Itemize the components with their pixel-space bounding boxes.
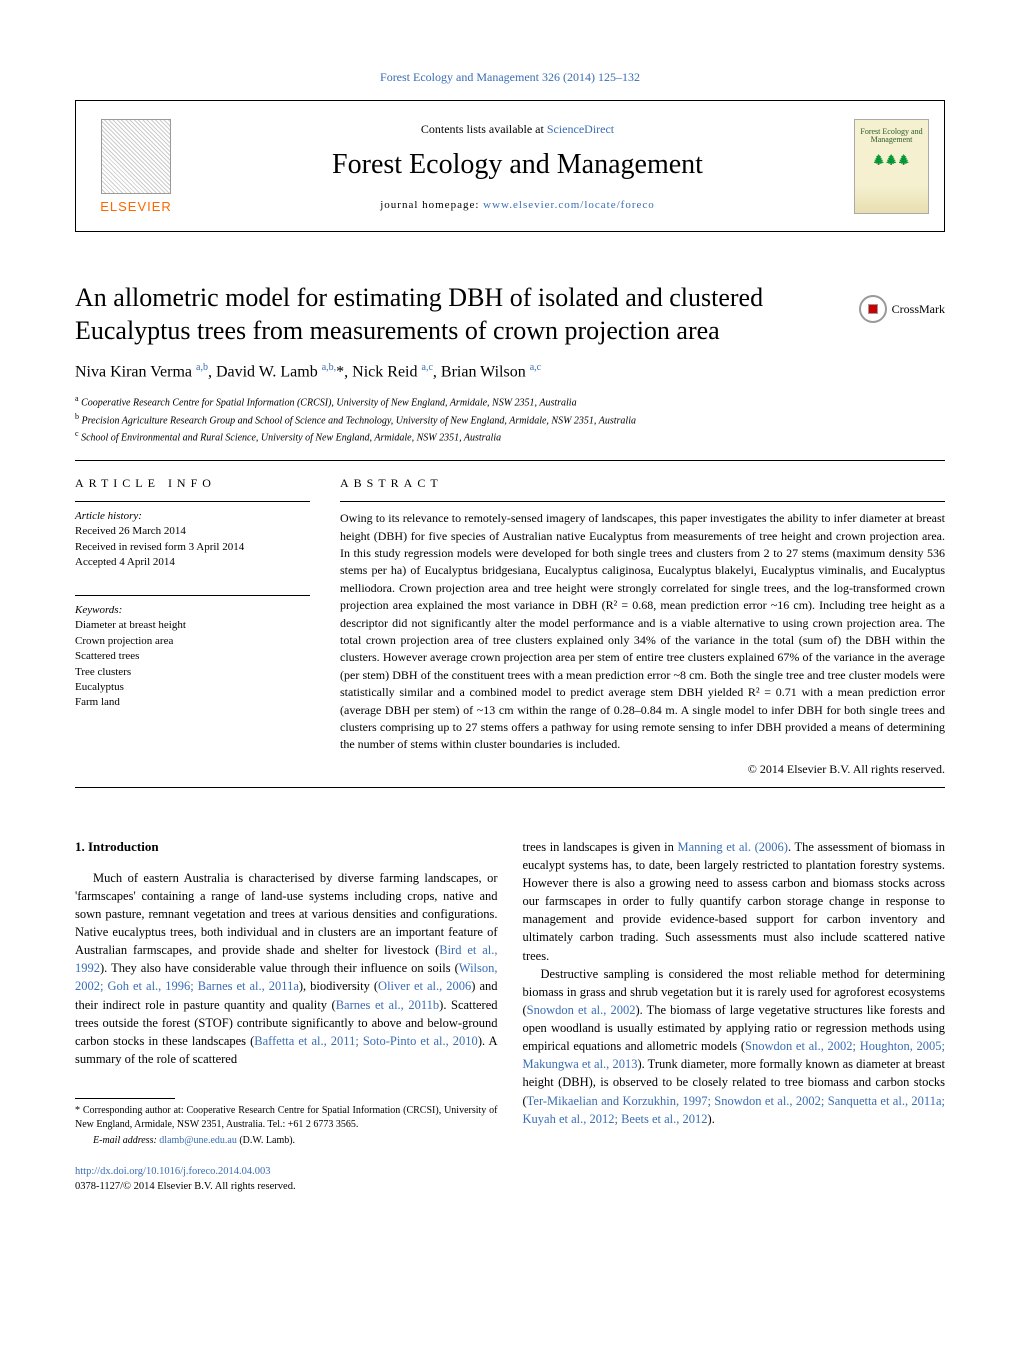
abstract-heading: abstract: [340, 476, 945, 491]
right-column: trees in landscapes is given in Manning …: [523, 838, 946, 1194]
keyword: Crown projection area: [75, 634, 310, 649]
abstract-text: Owing to its relevance to remotely-sense…: [340, 510, 945, 753]
divider: [75, 787, 945, 788]
history-line: Received in revised form 3 April 2014: [75, 540, 310, 555]
elsevier-label: ELSEVIER: [100, 199, 172, 214]
email-link[interactable]: dlamb@une.edu.au: [159, 1135, 237, 1146]
email-line: E-mail address: dlamb@une.edu.au (D.W. L…: [75, 1134, 498, 1149]
history-line: Accepted 4 April 2014: [75, 555, 310, 570]
journal-title: Forest Ecology and Management: [181, 149, 854, 181]
journal-homepage: journal homepage: www.elsevier.com/locat…: [181, 199, 854, 211]
keyword: Diameter at breast height: [75, 618, 310, 633]
intro-paragraph-1: Much of eastern Australia is characteris…: [75, 869, 498, 1068]
footer-divider: [75, 1098, 175, 1099]
intro-heading: 1. Introduction: [75, 838, 498, 857]
keyword: Scattered trees: [75, 649, 310, 664]
citation-link[interactable]: Barnes et al., 2011b: [336, 998, 439, 1012]
citation-header[interactable]: Forest Ecology and Management 326 (2014)…: [75, 70, 945, 85]
affiliations: a Cooperative Research Centre for Spatia…: [75, 393, 945, 445]
citation-link[interactable]: Oliver et al., 2006: [378, 979, 471, 993]
sciencedirect-link[interactable]: ScienceDirect: [547, 122, 614, 136]
journal-cover-icon: Forest Ecology and Management 🌲🌲🌲: [854, 119, 929, 214]
abstract-divider: [340, 501, 945, 502]
corresponding-author: * Corresponding author at: Cooperative R…: [75, 1104, 498, 1132]
affiliation-line: c School of Environmental and Rural Scie…: [75, 428, 945, 445]
crossmark-badge[interactable]: CrossMark: [859, 295, 945, 323]
affiliation-line: b Precision Agriculture Research Group a…: [75, 411, 945, 428]
elsevier-logo: ELSEVIER: [91, 111, 181, 221]
article-info-heading: article info: [75, 476, 310, 491]
journal-masthead: ELSEVIER Contents lists available at Sci…: [75, 100, 945, 232]
keyword: Tree clusters: [75, 665, 310, 680]
homepage-link[interactable]: www.elsevier.com/locate/foreco: [483, 199, 655, 211]
citation-link[interactable]: Ter-Mikaelian and Korzukhin, 1997; Snowd…: [523, 1094, 946, 1126]
left-column: 1. Introduction Much of eastern Australi…: [75, 838, 498, 1194]
history-label: Article history:: [75, 510, 310, 522]
article-info-column: article info Article history: Received 2…: [75, 476, 310, 776]
keyword: Eucalyptus: [75, 680, 310, 695]
info-divider: [75, 501, 310, 502]
keywords-divider: [75, 595, 310, 596]
footer-copyright: 0378-1127/© 2014 Elsevier B.V. All right…: [75, 1179, 498, 1194]
history-line: Received 26 March 2014: [75, 524, 310, 539]
intro-paragraph-3: Destructive sampling is considered the m…: [523, 965, 946, 1128]
divider: [75, 460, 945, 461]
crossmark-icon: [859, 295, 887, 323]
doi-link[interactable]: http://dx.doi.org/10.1016/j.foreco.2014.…: [75, 1166, 271, 1177]
abstract-column: abstract Owing to its relevance to remot…: [340, 476, 945, 776]
citation-link[interactable]: Manning et al. (2006): [677, 840, 787, 854]
keywords-label: Keywords:: [75, 604, 310, 616]
intro-paragraph-2: trees in landscapes is given in Manning …: [523, 838, 946, 965]
article-title: An allometric model for estimating DBH o…: [75, 282, 945, 347]
elsevier-tree-icon: [101, 119, 171, 194]
citation-link[interactable]: Baffetta et al., 2011; Soto-Pinto et al.…: [254, 1034, 478, 1048]
abstract-copyright: © 2014 Elsevier B.V. All rights reserved…: [340, 762, 945, 777]
affiliation-line: a Cooperative Research Centre for Spatia…: [75, 393, 945, 410]
citation-link[interactable]: Snowdon et al., 2002: [527, 1003, 636, 1017]
contents-line: Contents lists available at ScienceDirec…: [181, 122, 854, 137]
doi-line: http://dx.doi.org/10.1016/j.foreco.2014.…: [75, 1164, 498, 1179]
authors-line: Niva Kiran Verma a,b, David W. Lamb a,b,…: [75, 362, 945, 381]
keyword: Farm land: [75, 695, 310, 710]
